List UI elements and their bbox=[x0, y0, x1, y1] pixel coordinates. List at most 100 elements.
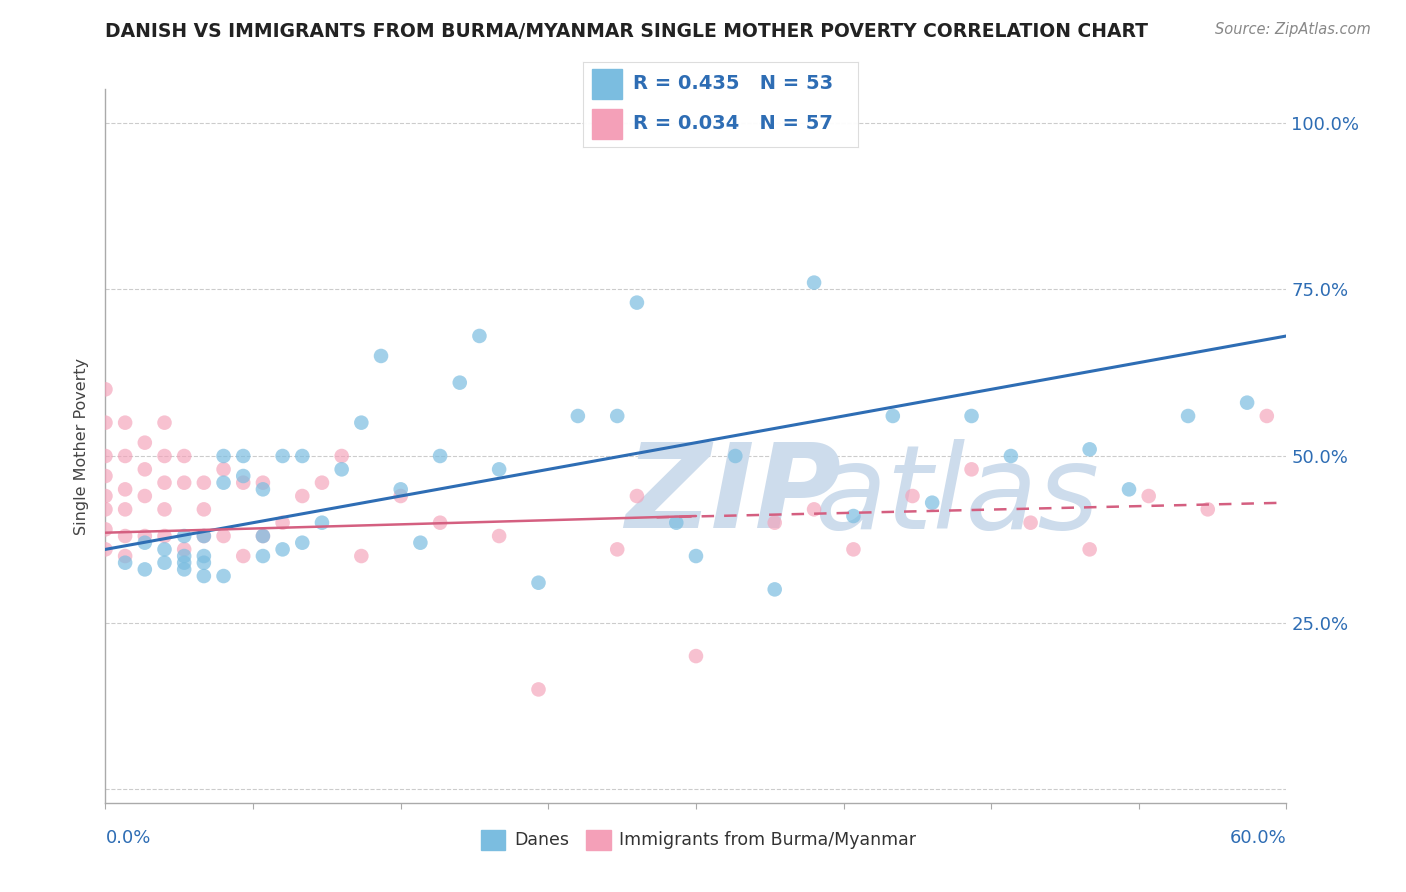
Point bbox=[271, 542, 294, 557]
Point bbox=[94, 416, 117, 430]
Point bbox=[488, 529, 510, 543]
Point bbox=[173, 449, 195, 463]
Point bbox=[252, 549, 274, 563]
Point bbox=[1019, 516, 1042, 530]
Point bbox=[724, 449, 747, 463]
Point bbox=[114, 449, 136, 463]
Point bbox=[960, 462, 983, 476]
Point bbox=[1236, 395, 1258, 409]
Point bbox=[1137, 489, 1160, 503]
Point bbox=[232, 475, 254, 490]
Point bbox=[114, 502, 136, 516]
Point bbox=[153, 542, 176, 557]
Point bbox=[1177, 409, 1199, 423]
Point bbox=[1078, 442, 1101, 457]
Text: ZIP: ZIP bbox=[626, 439, 841, 553]
Point bbox=[94, 502, 117, 516]
Point bbox=[134, 435, 156, 450]
Point bbox=[134, 489, 156, 503]
Point bbox=[134, 529, 156, 543]
Point bbox=[291, 449, 314, 463]
Point bbox=[252, 529, 274, 543]
Point bbox=[173, 562, 195, 576]
Text: R = 0.034   N = 57: R = 0.034 N = 57 bbox=[633, 114, 832, 133]
Point bbox=[842, 542, 865, 557]
Text: DANISH VS IMMIGRANTS FROM BURMA/MYANMAR SINGLE MOTHER POVERTY CORRELATION CHART: DANISH VS IMMIGRANTS FROM BURMA/MYANMAR … bbox=[105, 22, 1149, 41]
Point bbox=[173, 475, 195, 490]
Point bbox=[193, 529, 215, 543]
Point bbox=[134, 562, 156, 576]
Bar bbox=[592, 70, 621, 99]
Point bbox=[1256, 409, 1278, 423]
Point bbox=[626, 295, 648, 310]
Point bbox=[114, 549, 136, 563]
Point bbox=[212, 569, 235, 583]
Point bbox=[94, 449, 117, 463]
Point bbox=[232, 469, 254, 483]
Legend: Danes, Immigrants from Burma/Myanmar: Danes, Immigrants from Burma/Myanmar bbox=[474, 822, 924, 856]
Point bbox=[921, 496, 943, 510]
Point bbox=[449, 376, 471, 390]
Point bbox=[114, 556, 136, 570]
Point bbox=[803, 276, 825, 290]
Point bbox=[527, 575, 550, 590]
Point bbox=[350, 416, 373, 430]
Point bbox=[370, 349, 392, 363]
Point bbox=[232, 449, 254, 463]
Point bbox=[271, 516, 294, 530]
Point bbox=[193, 475, 215, 490]
Point bbox=[901, 489, 924, 503]
Point bbox=[212, 462, 235, 476]
Point bbox=[114, 416, 136, 430]
Point bbox=[114, 529, 136, 543]
Point bbox=[193, 502, 215, 516]
Point bbox=[960, 409, 983, 423]
Point bbox=[606, 409, 628, 423]
Y-axis label: Single Mother Poverty: Single Mother Poverty bbox=[75, 358, 90, 534]
Point bbox=[94, 489, 117, 503]
Point bbox=[1118, 483, 1140, 497]
Point bbox=[173, 549, 195, 563]
Point bbox=[350, 549, 373, 563]
Point bbox=[193, 569, 215, 583]
Point bbox=[468, 329, 491, 343]
Point bbox=[330, 449, 353, 463]
Point bbox=[212, 449, 235, 463]
Point bbox=[193, 549, 215, 563]
Point bbox=[271, 449, 294, 463]
Text: 60.0%: 60.0% bbox=[1230, 829, 1286, 847]
Point bbox=[527, 682, 550, 697]
Point bbox=[626, 489, 648, 503]
Point bbox=[882, 409, 904, 423]
Point bbox=[232, 549, 254, 563]
Point bbox=[212, 529, 235, 543]
Point bbox=[803, 502, 825, 516]
Point bbox=[330, 462, 353, 476]
Point bbox=[389, 483, 412, 497]
Point bbox=[212, 475, 235, 490]
Point bbox=[94, 382, 117, 396]
Point bbox=[193, 556, 215, 570]
Text: R = 0.435   N = 53: R = 0.435 N = 53 bbox=[633, 74, 832, 93]
Point bbox=[94, 542, 117, 557]
Point bbox=[153, 556, 176, 570]
Point bbox=[193, 529, 215, 543]
Point bbox=[173, 556, 195, 570]
Point bbox=[1000, 449, 1022, 463]
Bar bbox=[592, 109, 621, 139]
Point bbox=[153, 416, 176, 430]
Point bbox=[291, 489, 314, 503]
Point bbox=[153, 502, 176, 516]
Point bbox=[252, 475, 274, 490]
Point bbox=[1078, 542, 1101, 557]
Text: Source: ZipAtlas.com: Source: ZipAtlas.com bbox=[1215, 22, 1371, 37]
Point bbox=[291, 535, 314, 549]
Point bbox=[153, 475, 176, 490]
Point bbox=[252, 483, 274, 497]
Point bbox=[685, 549, 707, 563]
Point bbox=[665, 516, 688, 530]
Point bbox=[134, 535, 156, 549]
Point bbox=[153, 529, 176, 543]
Point bbox=[389, 489, 412, 503]
Point bbox=[488, 462, 510, 476]
